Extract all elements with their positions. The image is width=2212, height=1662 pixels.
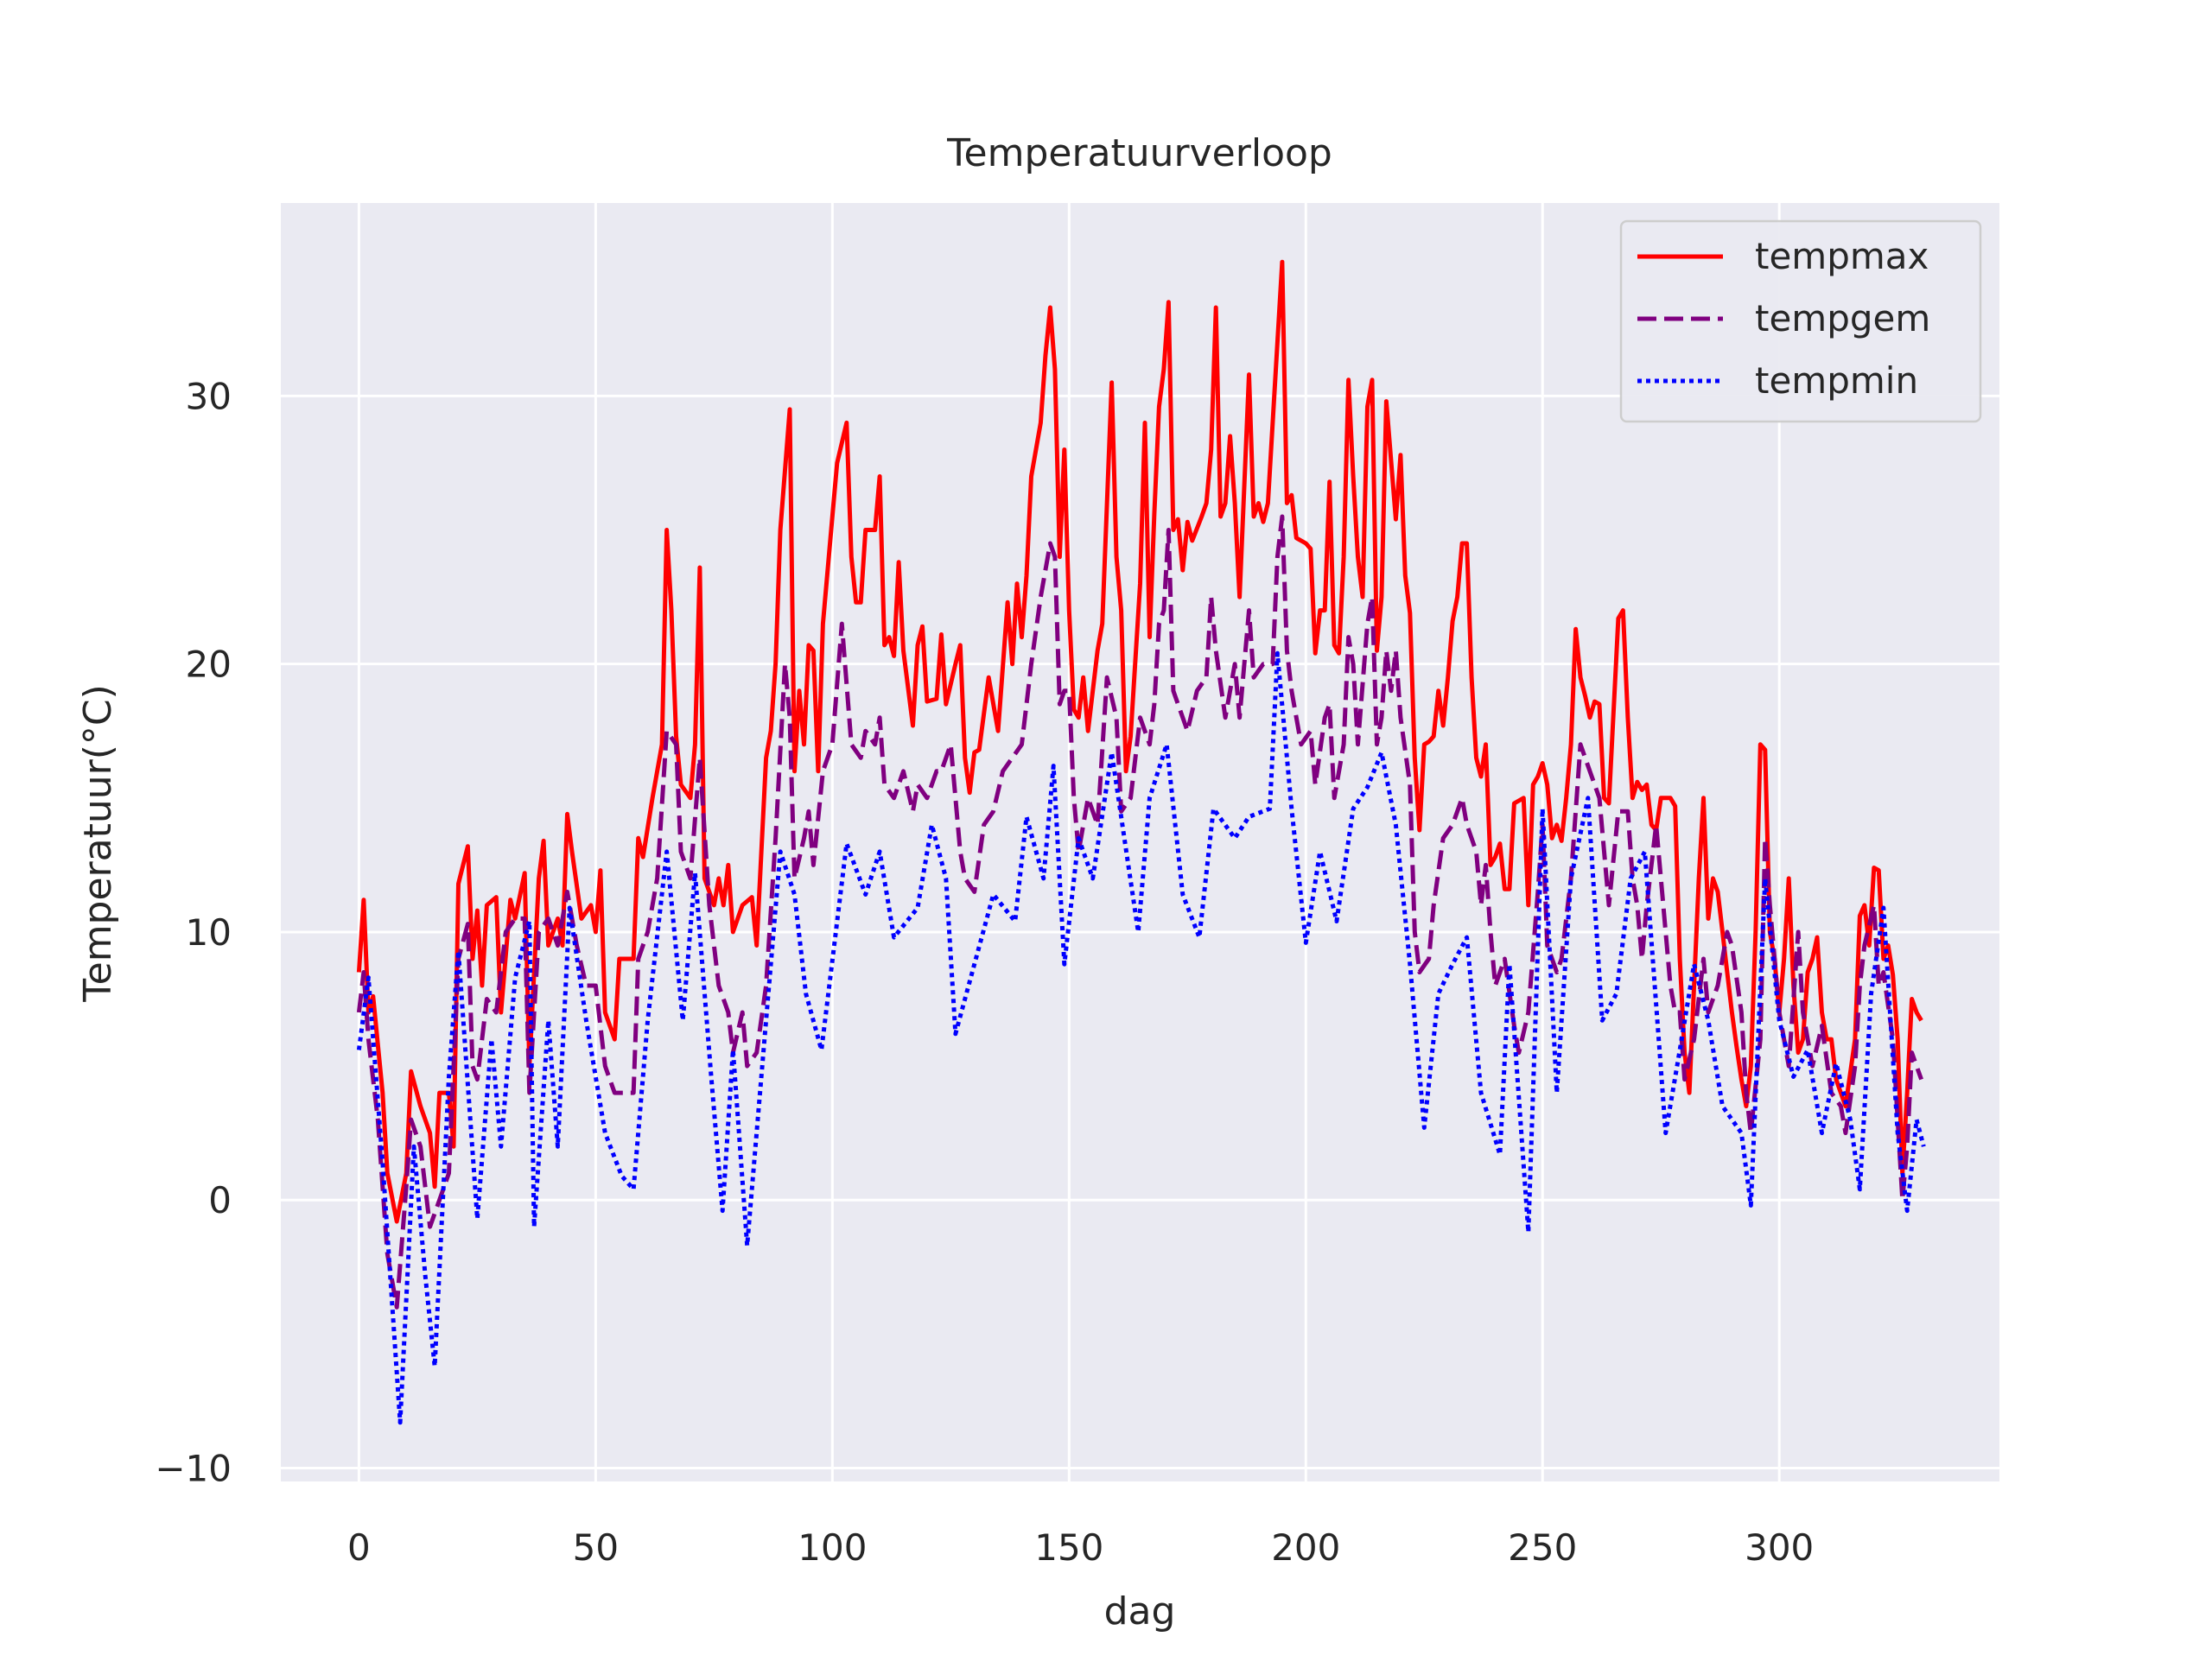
legend-label-tempmin: tempmin	[1755, 359, 1918, 402]
x-tick-label: 50	[573, 1526, 619, 1569]
x-tick-labels: 0 50 100 150 200 250 300	[347, 1526, 1814, 1569]
legend-label-tempgem: tempgem	[1755, 297, 1930, 339]
x-tick-label: 0	[347, 1526, 371, 1569]
y-tick-label: 30	[186, 375, 232, 417]
x-tick-label: 150	[1034, 1526, 1103, 1569]
x-tick-label: 250	[1508, 1526, 1577, 1569]
x-tick-label: 100	[798, 1526, 867, 1569]
y-tick-labels: −10 0 10 20 30	[155, 375, 232, 1489]
y-tick-label: 0	[208, 1179, 232, 1221]
y-axis-label: Temperatuur(°C)	[76, 684, 120, 1003]
legend-box	[1619, 219, 1982, 423]
series-lines	[356, 259, 1926, 1425]
chart-title: Temperatuurverloop	[946, 131, 1332, 175]
series-line-tempmin	[356, 650, 1926, 1425]
legend-label-tempmax: tempmax	[1755, 235, 1929, 277]
x-tick-label: 300	[1745, 1526, 1814, 1569]
series-line-tempmax	[356, 259, 1923, 1224]
series-line-tempgem	[356, 514, 1923, 1310]
y-tick-label: −10	[155, 1447, 232, 1489]
x-tick-label: 200	[1271, 1526, 1340, 1569]
y-tick-label: 20	[186, 644, 232, 686]
grid-lines	[281, 203, 1999, 1481]
legend: tempmax tempgem tempmin	[1619, 219, 1982, 423]
y-tick-label: 10	[186, 911, 232, 954]
x-axis-label: dag	[1104, 1589, 1176, 1633]
